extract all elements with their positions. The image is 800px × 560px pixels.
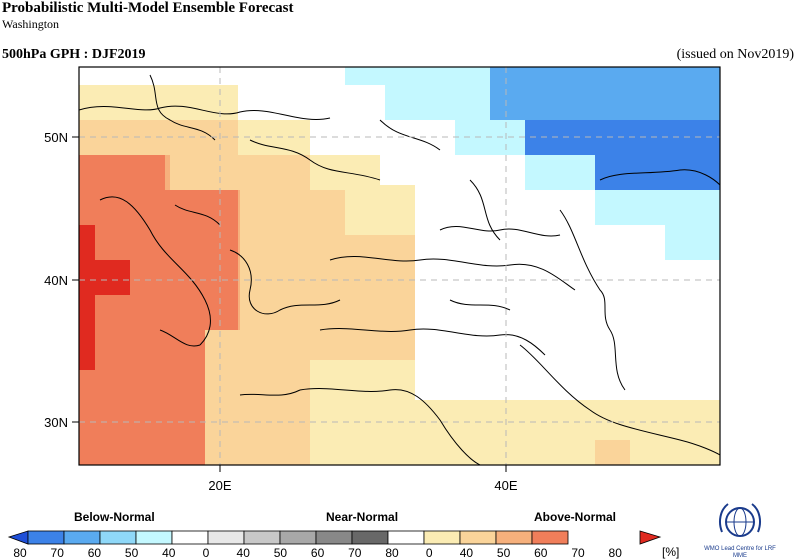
legend-tick-label: 40 — [162, 546, 176, 560]
legend-swatch — [27, 530, 65, 545]
category-below-normal: Below-Normal — [74, 510, 155, 524]
legend-swatch — [531, 530, 569, 545]
legend-swatch — [459, 530, 497, 545]
legend-swatch — [315, 530, 353, 545]
legend-tick-label: 70 — [348, 546, 362, 560]
category-near-normal: Near-Normal — [326, 510, 399, 524]
forecast-map: 50N 40N 30N 20E 40E — [44, 66, 721, 493]
legend-unit: [%] — [662, 545, 679, 559]
legend-tick-label: 70 — [51, 546, 65, 560]
legend-tick-label: 50 — [497, 546, 511, 560]
lat-label-30n: 30N — [44, 415, 68, 430]
legend-tick-label: 80 — [385, 546, 399, 560]
probability-shading — [79, 67, 720, 465]
legend-tick-label: 50 — [125, 546, 139, 560]
legend-swatch — [207, 530, 245, 545]
page-title: Probabilistic Multi-Model Ensemble Forec… — [2, 0, 294, 16]
legend-tick-label: 60 — [534, 546, 548, 560]
legend-arrow-left — [7, 530, 29, 545]
legend-swatch — [135, 530, 173, 545]
legend-tick-label: 50 — [274, 546, 288, 560]
map-frame — [78, 66, 721, 466]
legend-tick-label: 40 — [460, 546, 474, 560]
lon-label-20e: 20E — [208, 478, 231, 493]
graticule — [79, 67, 720, 465]
legend-swatch — [423, 530, 461, 545]
legend-swatch — [351, 530, 389, 545]
variable-period-label: 500hPa GPH : DJF2019 — [2, 47, 146, 62]
category-above-normal: Above-Normal — [534, 510, 617, 524]
legend-tick-label: 60 — [88, 546, 102, 560]
legend-tick-label: 40 — [237, 546, 251, 560]
color-legend: 80 70 60 50 40 0 40 50 60 70 80 0 40 50 60 70 80 [%] — [7, 530, 679, 560]
legend-swatch — [99, 530, 137, 545]
legend-arrow-right — [639, 530, 662, 545]
legend-tick-label: 0 — [426, 546, 433, 560]
legend-swatch — [495, 530, 533, 545]
legend-tick-label: 0 — [203, 546, 210, 560]
legend-swatch — [63, 530, 101, 545]
legend-swatch — [171, 530, 209, 545]
wmo-logo-icon — [719, 503, 761, 537]
lon-label-40e: 40E — [494, 478, 517, 493]
legend-swatch — [279, 530, 317, 545]
legend-swatch — [387, 530, 425, 545]
legend-tick-label: 80 — [609, 546, 623, 560]
legend-tick-label: 70 — [571, 546, 585, 560]
logo-caption: WMO Lead Centre for LRF MME — [704, 546, 776, 559]
legend-swatch — [243, 530, 281, 545]
issued-label: (issued on Nov2019) — [676, 47, 794, 62]
lat-label-50n: 50N — [44, 130, 68, 145]
legend-tick-label: 60 — [311, 546, 325, 560]
legend-tick-label: 80 — [13, 546, 27, 560]
lat-label-40n: 40N — [44, 273, 68, 288]
center-name: Washington — [2, 17, 60, 31]
